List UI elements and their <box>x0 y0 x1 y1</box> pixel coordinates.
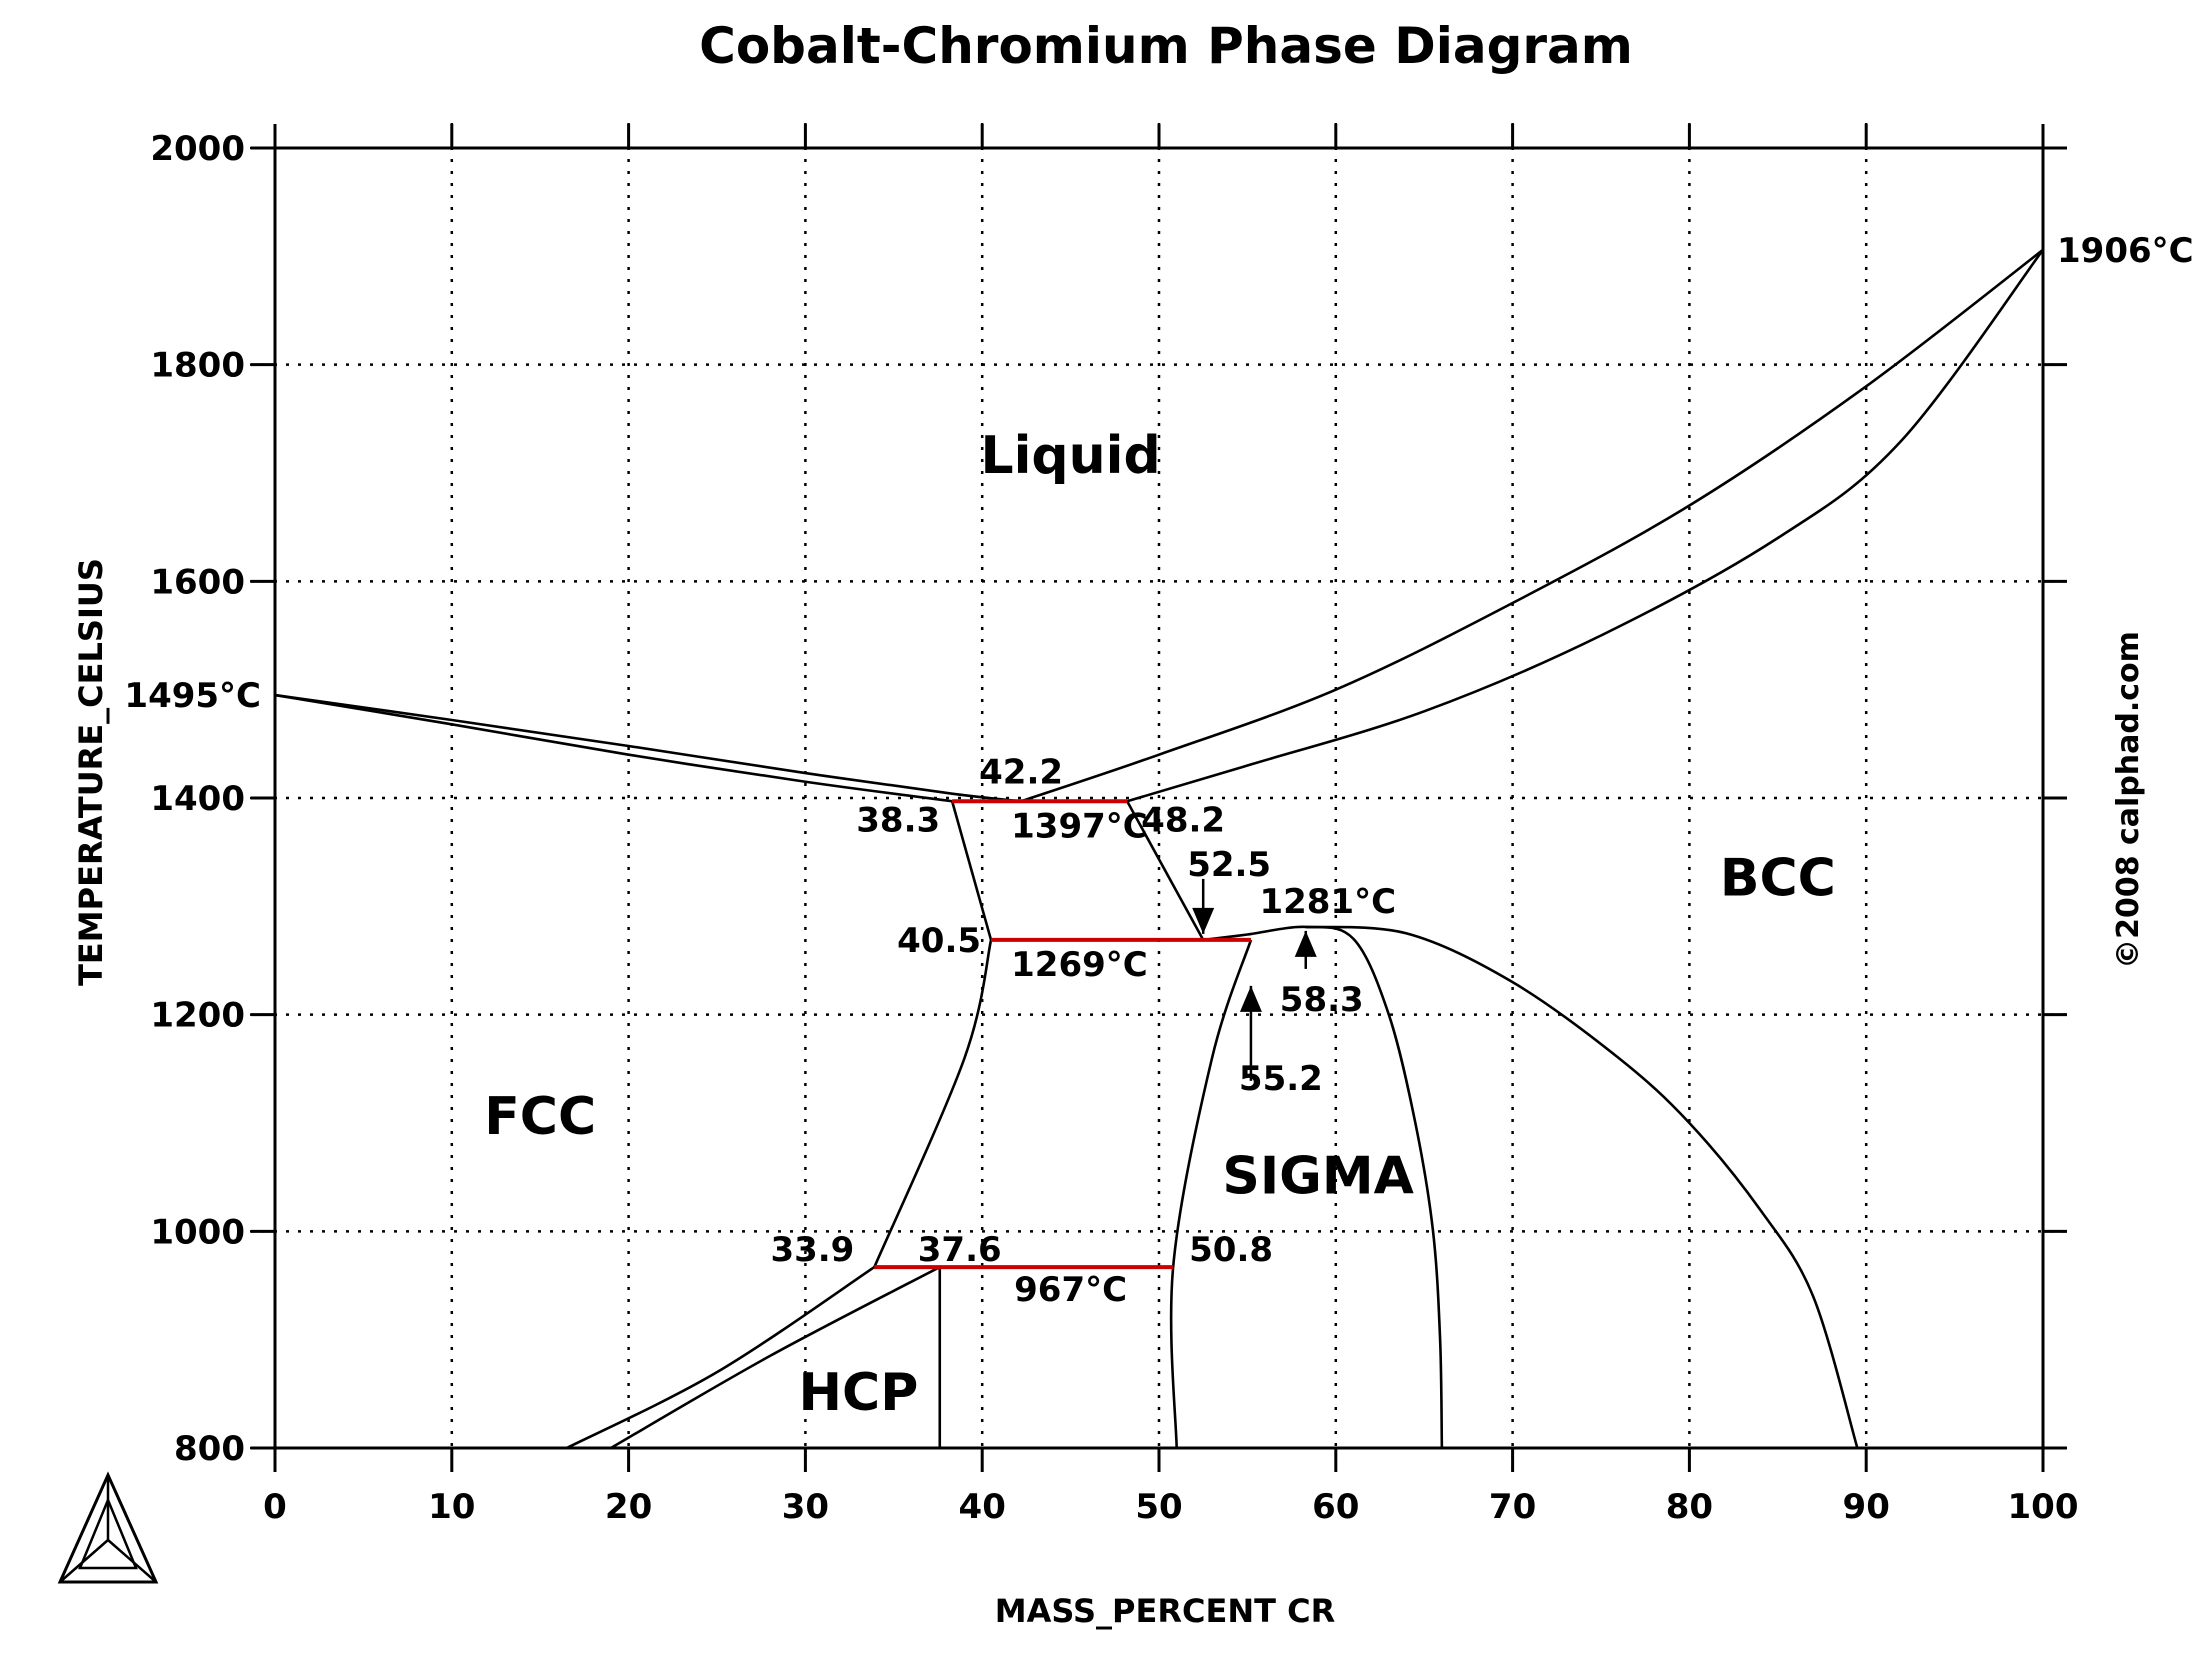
chart-title: Cobalt-Chromium Phase Diagram <box>699 17 1633 75</box>
annotation-33-9: 33.9 <box>770 1230 854 1270</box>
annotation-1495-C: 1495°C <box>124 676 261 716</box>
annotation-58-3: 58.3 <box>1280 980 1364 1020</box>
y-tick-label-1600: 1600 <box>150 562 245 602</box>
phase-boundary-bcc-bcc-sigma-upper <box>1126 800 1205 941</box>
arrow-58-3-head <box>1294 930 1317 957</box>
phase-boundary-solidus-bcc <box>1126 249 2045 803</box>
x-tick-label-100: 100 <box>2008 1487 2079 1527</box>
x-tick-label-20: 20 <box>605 1487 652 1527</box>
annotation-38-3: 38.3 <box>856 800 940 840</box>
phase-boundary-sigma-fcc-sigma <box>1169 939 1253 1449</box>
phase-boundary-bcc-solvus <box>1305 925 1859 1449</box>
phase-boundaries <box>274 248 2045 1450</box>
annotation-1906-C: 1906°C <box>2057 231 2194 271</box>
arrow-55-2-head <box>1239 985 1262 1012</box>
grid <box>250 123 2068 1473</box>
annotation-40-5: 40.5 <box>897 921 981 961</box>
annotation-52-5: 52.5 <box>1187 845 1271 885</box>
phase-labels: Liquid BCC FCC SIGMA HCP <box>484 426 1836 1423</box>
y-tick-label-2000: 2000 <box>150 129 245 169</box>
phase-label-hcp: HCP <box>799 1363 919 1423</box>
x-tick-label-80: 80 <box>1666 1487 1713 1527</box>
phase-label-fcc: FCC <box>484 1087 596 1147</box>
x-axis-label: MASS_PERCENT CR <box>995 1592 1335 1630</box>
phase-boundary-liquidus-cr-rich <box>1020 248 2044 803</box>
x-tick-label-70: 70 <box>1489 1487 1536 1527</box>
phase-label-bcc: BCC <box>1720 849 1836 909</box>
invariant-lines <box>874 799 1251 1270</box>
y-tick-label-1200: 1200 <box>150 996 245 1036</box>
annotation-50-8: 50.8 <box>1189 1230 1273 1270</box>
x-tick-label-40: 40 <box>959 1487 1006 1527</box>
annotations: 1906°C 1495°C 42.2 38.3 1397°C48.2 52.51281°C… <box>124 231 2193 1310</box>
annotation-48-2: 48.2 <box>1141 800 1225 840</box>
y-tick-label-1800: 1800 <box>150 346 245 386</box>
annotation-1397-C: 1397°C <box>1011 806 1148 846</box>
phase-label-sigma: SIGMA <box>1222 1146 1413 1206</box>
phase-label-liquid: Liquid <box>980 426 1160 486</box>
axis-ticks: 0 10 20 30 40 50 60 70 80 90 100 800 1000 1200 1400 160… <box>150 124 2078 1527</box>
y-tick-label-800: 800 <box>174 1429 245 1469</box>
annotation-55-2: 55.2 <box>1239 1059 1323 1099</box>
phase-boundary-sigma-sigma-bcc <box>1203 925 1444 1449</box>
x-tick-label-0: 0 <box>263 1487 287 1527</box>
phase-boundary-hcp-fcc-hcp <box>610 1265 941 1450</box>
phase-boundary-fcc-fcc-sigma-upper <box>950 800 993 941</box>
y-tick-label-1000: 1000 <box>150 1212 245 1252</box>
x-tick-label-30: 30 <box>782 1487 829 1527</box>
thermo-calc-logo-icon <box>57 1471 159 1584</box>
annotation-1281-C: 1281°C <box>1259 882 1396 922</box>
annotation-1269-C: 1269°C <box>1011 945 1148 985</box>
phase-boundary-fcc-fcc-sigma <box>873 939 993 1268</box>
arrow-52-5-head <box>1192 907 1215 934</box>
x-tick-label-90: 90 <box>1843 1487 1890 1527</box>
annotation-42-2: 42.2 <box>979 752 1063 792</box>
annotation-arrows <box>1192 878 1317 1081</box>
y-tick-label-1400: 1400 <box>150 779 245 819</box>
phase-boundary-liquidus-co-rich <box>274 693 1022 803</box>
y-axis-label: TEMPERATURE_CELSIUS <box>72 558 110 986</box>
annotation-967-C: 967°C <box>1014 1270 1127 1310</box>
phase-boundary-fcc-fcc-hcp <box>566 1265 876 1450</box>
phase-boundary-solidus-fcc <box>274 693 953 803</box>
copyright-text: ©2008 calphad.com <box>2111 631 2146 969</box>
x-tick-label-10: 10 <box>428 1487 475 1527</box>
x-tick-label-60: 60 <box>1312 1487 1359 1527</box>
x-tick-label-50: 50 <box>1135 1487 1182 1527</box>
annotation-37-6: 37.6 <box>918 1230 1002 1270</box>
